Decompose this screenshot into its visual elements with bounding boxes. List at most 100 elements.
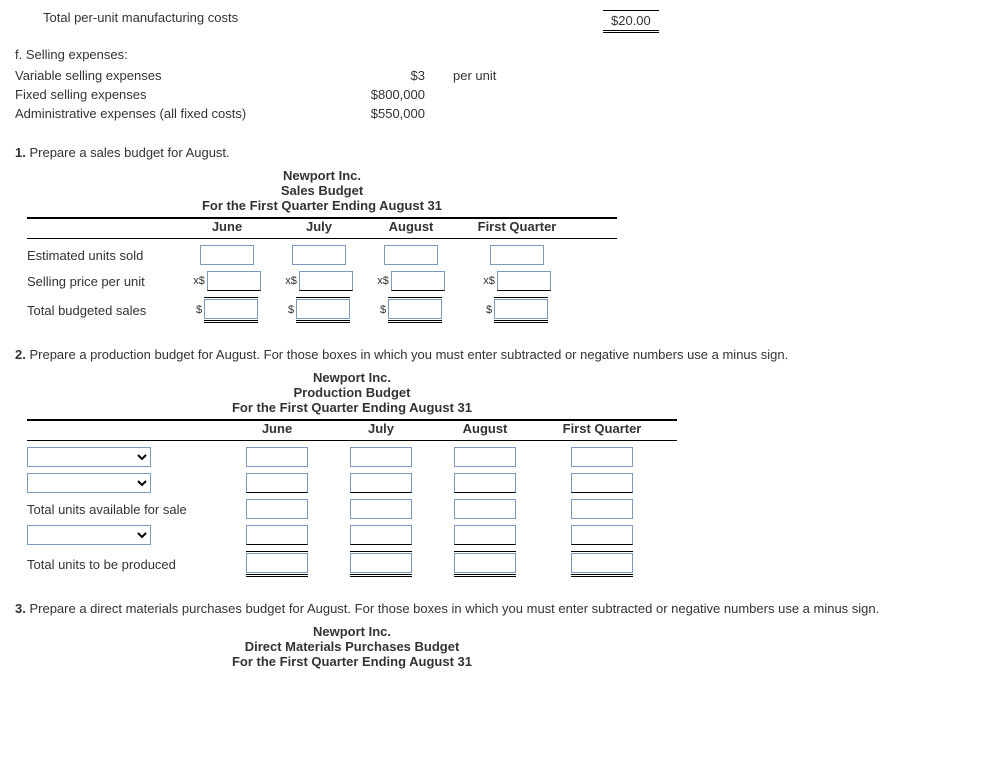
estimated-units-august-input[interactable] <box>384 245 438 265</box>
sales-budget-columns: June July August First Quarter <box>27 219 617 239</box>
prod-col-july: July <box>329 421 433 436</box>
prod-line1-june-input[interactable] <box>246 447 308 467</box>
variable-selling-label: Variable selling expenses <box>15 68 295 83</box>
prefix-xs: x$ <box>377 275 389 287</box>
units-avail-fq-input[interactable] <box>571 499 633 519</box>
admin-expenses-row: Administrative expenses (all fixed costs… <box>15 106 990 121</box>
prefix-dollar: $ <box>380 304 386 316</box>
units-prod-july-input[interactable] <box>350 553 412 573</box>
units-prod-june-input[interactable] <box>246 553 308 573</box>
prod-col-june: June <box>225 421 329 436</box>
total-sales-fq-input[interactable] <box>494 299 548 319</box>
sales-budget-period: For the First Quarter Ending August 31 <box>27 198 617 213</box>
prod-line1-fq-input[interactable] <box>571 447 633 467</box>
prod-line3-select[interactable] <box>27 525 151 545</box>
prod-line3-july-input[interactable] <box>350 525 412 545</box>
prod-line1-july-input[interactable] <box>350 447 412 467</box>
fixed-selling-value: $800,000 <box>295 87 445 102</box>
prod-line3-august-input[interactable] <box>454 525 516 545</box>
prod-line3-fq-input[interactable] <box>571 525 633 545</box>
production-budget-title-block: Newport Inc. Production Budget For the F… <box>27 370 677 415</box>
production-budget-table: Newport Inc. Production Budget For the F… <box>27 370 677 577</box>
prefix-dollar: $ <box>288 304 294 316</box>
production-budget-columns: June July August First Quarter <box>27 421 677 441</box>
prod-dropdown-row-3 <box>27 525 677 545</box>
sales-budget-title-block: Newport Inc. Sales Budget For the First … <box>27 168 617 213</box>
units-prod-fq-input[interactable] <box>571 553 633 573</box>
production-budget-name: Production Budget <box>27 385 677 400</box>
selling-price-august-input[interactable] <box>391 271 445 291</box>
prod-line2-august-input[interactable] <box>454 473 516 493</box>
q1-number: 1. <box>15 145 26 160</box>
units-avail-june-input[interactable] <box>246 499 308 519</box>
total-per-unit-value: $20.00 <box>603 10 659 33</box>
prod-col-august: August <box>433 421 537 436</box>
variable-selling-row: Variable selling expenses $3 per unit <box>15 68 990 83</box>
selling-price-july-input[interactable] <box>299 271 353 291</box>
units-prod-august-input[interactable] <box>454 553 516 573</box>
fixed-selling-row: Fixed selling expenses $800,000 <box>15 87 990 102</box>
total-units-available-label: Total units available for sale <box>27 502 225 517</box>
dm-budget-name: Direct Materials Purchases Budget <box>27 639 677 654</box>
total-sales-august-input[interactable] <box>388 299 442 319</box>
dm-purchases-budget-table: Newport Inc. Direct Materials Purchases … <box>27 624 677 669</box>
production-budget-company: Newport Inc. <box>27 370 677 385</box>
prefix-xs: x$ <box>483 275 495 287</box>
section-f-heading: f. Selling expenses: <box>15 47 990 62</box>
selling-price-june-input[interactable] <box>207 271 261 291</box>
total-units-produced-row: Total units to be produced <box>27 551 677 577</box>
col-july: July <box>273 219 365 234</box>
total-budgeted-sales-label: Total budgeted sales <box>27 303 181 318</box>
prefix-xs: x$ <box>193 275 205 287</box>
prod-line1-select[interactable] <box>27 447 151 467</box>
prod-line2-june-input[interactable] <box>246 473 308 493</box>
total-budgeted-sales-row: Total budgeted sales $ $ $ $ <box>27 297 617 323</box>
units-avail-august-input[interactable] <box>454 499 516 519</box>
selling-price-label: Selling price per unit <box>27 274 181 289</box>
prod-dropdown-row-1 <box>27 447 677 467</box>
admin-expenses-value: $550,000 <box>295 106 445 121</box>
prod-line1-august-input[interactable] <box>454 447 516 467</box>
top-total-row: Total per-unit manufacturing costs $20.0… <box>15 10 990 33</box>
production-budget-period: For the First Quarter Ending August 31 <box>27 400 677 415</box>
q2-text: Prepare a production budget for August. … <box>29 347 788 362</box>
prefix-dollar: $ <box>486 304 492 316</box>
estimated-units-fq-input[interactable] <box>490 245 544 265</box>
variable-selling-value: $3 <box>295 68 445 83</box>
q3-instruction: 3. Prepare a direct materials purchases … <box>15 601 990 616</box>
prod-line2-select[interactable] <box>27 473 151 493</box>
prod-line3-june-input[interactable] <box>246 525 308 545</box>
q2-number: 2. <box>15 347 26 362</box>
q3-text: Prepare a direct materials purchases bud… <box>29 601 879 616</box>
selling-price-fq-input[interactable] <box>497 271 551 291</box>
total-units-available-row: Total units available for sale <box>27 499 677 519</box>
sales-budget-company: Newport Inc. <box>27 168 617 183</box>
total-units-produced-label: Total units to be produced <box>27 557 225 572</box>
total-per-unit-label: Total per-unit manufacturing costs <box>15 10 603 33</box>
prod-dropdown-row-2 <box>27 473 677 493</box>
col-first-quarter: First Quarter <box>457 219 577 234</box>
fixed-selling-label: Fixed selling expenses <box>15 87 295 102</box>
q3-number: 3. <box>15 601 26 616</box>
q2-instruction: 2. Prepare a production budget for Augus… <box>15 347 990 362</box>
prefix-dollar: $ <box>196 304 202 316</box>
prod-line2-july-input[interactable] <box>350 473 412 493</box>
variable-selling-unit: per unit <box>445 68 496 83</box>
total-sales-june-input[interactable] <box>204 299 258 319</box>
sales-budget-table: Newport Inc. Sales Budget For the First … <box>27 168 617 323</box>
sales-budget-name: Sales Budget <box>27 183 617 198</box>
prefix-xs: x$ <box>285 275 297 287</box>
prod-col-first-quarter: First Quarter <box>537 421 667 436</box>
estimated-units-label: Estimated units sold <box>27 248 181 263</box>
dm-budget-company: Newport Inc. <box>27 624 677 639</box>
estimated-units-row: Estimated units sold <box>27 245 617 265</box>
dm-budget-period: For the First Quarter Ending August 31 <box>27 654 677 669</box>
prod-line2-fq-input[interactable] <box>571 473 633 493</box>
total-sales-july-input[interactable] <box>296 299 350 319</box>
dm-budget-title-block: Newport Inc. Direct Materials Purchases … <box>27 624 677 669</box>
col-june: June <box>181 219 273 234</box>
q1-instruction: 1. Prepare a sales budget for August. <box>15 145 990 160</box>
units-avail-july-input[interactable] <box>350 499 412 519</box>
estimated-units-july-input[interactable] <box>292 245 346 265</box>
estimated-units-june-input[interactable] <box>200 245 254 265</box>
